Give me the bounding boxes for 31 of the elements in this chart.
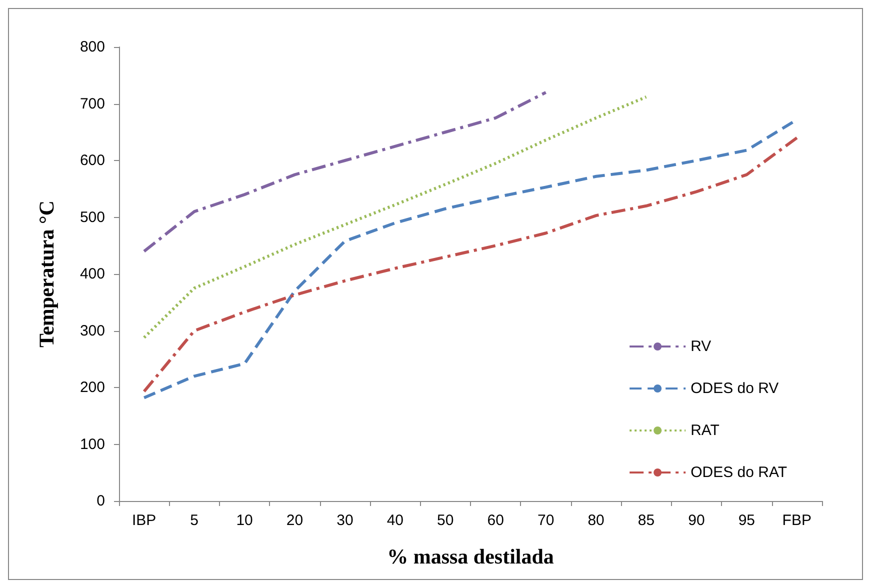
y-axis-title: Temperatura °C bbox=[34, 200, 58, 348]
line-series bbox=[142, 95, 648, 340]
line-series bbox=[142, 90, 548, 253]
x-tick-label: 60 bbox=[487, 512, 504, 529]
y-tick-label: 500 bbox=[80, 208, 105, 226]
x-tick-label: 50 bbox=[437, 512, 454, 529]
y-tick-label: 200 bbox=[80, 379, 105, 396]
x-tick-label: 30 bbox=[336, 512, 354, 529]
legend-label: ODES do RV bbox=[690, 380, 779, 397]
legend-label: RAT bbox=[690, 422, 720, 439]
y-tick-label: 600 bbox=[80, 152, 105, 169]
x-tick-label: 5 bbox=[190, 512, 198, 529]
x-tick-label: 85 bbox=[638, 512, 655, 529]
y-tick-label: 700 bbox=[80, 95, 105, 112]
x-tick-label: FBP bbox=[782, 512, 812, 529]
y-tick-label: 300 bbox=[80, 322, 105, 340]
y-tick-label: 400 bbox=[80, 266, 105, 282]
y-tick-label: 100 bbox=[80, 436, 105, 453]
x-tick-label: 80 bbox=[588, 512, 604, 529]
x-tick-label: 90 bbox=[688, 512, 705, 529]
x-tick-label: 95 bbox=[738, 512, 756, 529]
x-axis-title: % massa destilada bbox=[387, 544, 554, 568]
x-tick-label: 70 bbox=[537, 512, 554, 529]
x-tick-label: 20 bbox=[286, 512, 304, 529]
x-tick-label: IBP bbox=[132, 512, 156, 529]
legend-label: RV bbox=[690, 338, 712, 355]
y-tick-label: 800 bbox=[80, 38, 105, 56]
x-tick-label: 10 bbox=[236, 512, 253, 529]
legend-label: ODES do RAT bbox=[690, 464, 788, 481]
y-tick-label: 0 bbox=[96, 492, 105, 510]
x-tick-label: 40 bbox=[386, 512, 404, 529]
